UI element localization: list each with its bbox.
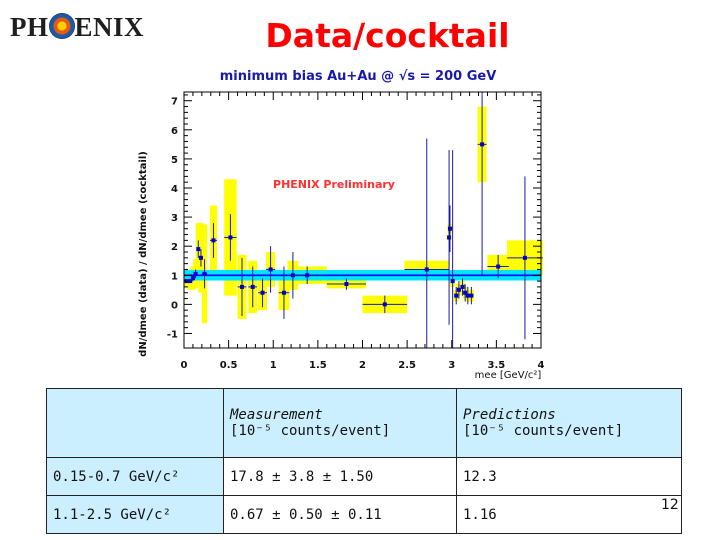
x-tick-label: 4 [538, 360, 545, 371]
row-mass-range: 0.15-0.7 GeV/c² [46, 457, 224, 496]
table-row: 1.1-2.5 GeV/c² 0.67 ± 0.50 ± 0.11 1.16 [46, 495, 682, 534]
row-measurement: 17.8 ± 3.8 ± 1.50 [223, 457, 457, 496]
data-point [211, 238, 216, 243]
data-point [460, 284, 465, 289]
ratio-chart: minimum bias Au+Au @ √s = 200 GeV 0 0.5 1 1… [130, 62, 560, 382]
header-predictions-title: Predictions [463, 407, 556, 423]
y-tick-label: 3 [171, 213, 178, 224]
x-tick-label: 0 [181, 360, 188, 371]
data-point [480, 142, 485, 147]
x-tick-label: 2.5 [398, 360, 416, 371]
y-axis-label: dN/dmee (data) / dN/dmee (cocktail) [138, 151, 149, 357]
header-measurement-title: Measurement [230, 407, 323, 423]
y-tick-label: 6 [171, 126, 178, 137]
data-point [447, 226, 452, 231]
chart-background [130, 62, 560, 382]
data-point [456, 287, 461, 292]
phenix-logo: PH ENIX [10, 12, 144, 43]
y-tick-label: 5 [171, 155, 178, 166]
logo-text-right: ENIX [74, 12, 145, 42]
x-axis-label: mee [GeV/c²] [475, 370, 542, 381]
row-measurement: 0.67 ± 0.50 ± 0.11 [223, 495, 457, 534]
x-tick-label: 1 [270, 360, 277, 371]
x-tick-label: 1.5 [309, 360, 327, 371]
data-point [450, 279, 455, 284]
row-prediction: 1.16 [456, 495, 682, 534]
data-point [382, 302, 387, 307]
data-point [228, 235, 233, 240]
data-point [193, 271, 198, 276]
data-point [190, 276, 195, 281]
data-point [424, 267, 429, 272]
header-measurement-units: [10⁻⁵ counts/event] [230, 423, 391, 439]
x-tick-label: 2 [359, 360, 366, 371]
header-measurement: Measurement [10⁻⁵ counts/event] [223, 388, 457, 458]
plot-layer: 0 0.5 1 1.5 2 2.5 3 3.5 4 -1 0 1 2 3 4 5 6 7 [167, 91, 545, 371]
data-point [465, 293, 470, 298]
data-point [463, 290, 468, 295]
data-point [240, 284, 245, 289]
data-point [454, 293, 459, 298]
header-predictions-units: [10⁻⁵ counts/event] [463, 423, 624, 439]
slide-title-wrap: Data/cocktail [0, 16, 720, 55]
y-tick-label: 4 [171, 184, 178, 195]
table-row: 0.15-0.7 GeV/c² 17.8 ± 3.8 ± 1.50 12.3 [46, 457, 682, 496]
x-tick-label: 3.5 [488, 360, 506, 371]
data-point [196, 247, 201, 252]
y-tick-label: 0 [171, 300, 178, 311]
data-point [305, 273, 310, 278]
data-point [344, 282, 349, 286]
y-tick-label: 7 [171, 97, 178, 108]
table-header-row: Measurement [10⁻⁵ counts/event] Predictio… [46, 388, 682, 458]
preliminary-label: PHENIX Preliminary [273, 178, 395, 191]
results-table: Measurement [10⁻⁵ counts/event] Predictio… [46, 388, 682, 534]
data-point [198, 255, 203, 260]
data-point [260, 290, 265, 295]
y-tick-label: 2 [171, 242, 178, 253]
header-predictions: Predictions [10⁻⁵ counts/event] [456, 388, 682, 458]
chart-title: minimum bias Au+Au @ √s = 200 GeV [220, 69, 497, 84]
page-number: 12 [661, 497, 679, 513]
row-mass-range: 1.1-2.5 GeV/c² [46, 495, 224, 534]
data-point [522, 255, 527, 260]
data-point [268, 267, 273, 272]
logo-target-icon [48, 13, 75, 39]
header-empty-cell [46, 388, 224, 458]
data-point [281, 290, 286, 295]
row-prediction: 12.3 [456, 457, 682, 496]
slide-title: Data/cocktail [265, 16, 510, 55]
y-tick-label: -1 [167, 329, 178, 340]
data-point [496, 264, 501, 269]
y-tick-label: 1 [171, 271, 178, 282]
data-point [250, 284, 255, 289]
x-tick-label: 0.5 [220, 360, 238, 371]
x-tick-label: 3 [448, 360, 455, 371]
logo-text-left: PH [10, 12, 49, 42]
data-point [469, 293, 474, 298]
data-point [202, 271, 207, 276]
data-point [447, 235, 452, 240]
data-point [188, 279, 193, 284]
